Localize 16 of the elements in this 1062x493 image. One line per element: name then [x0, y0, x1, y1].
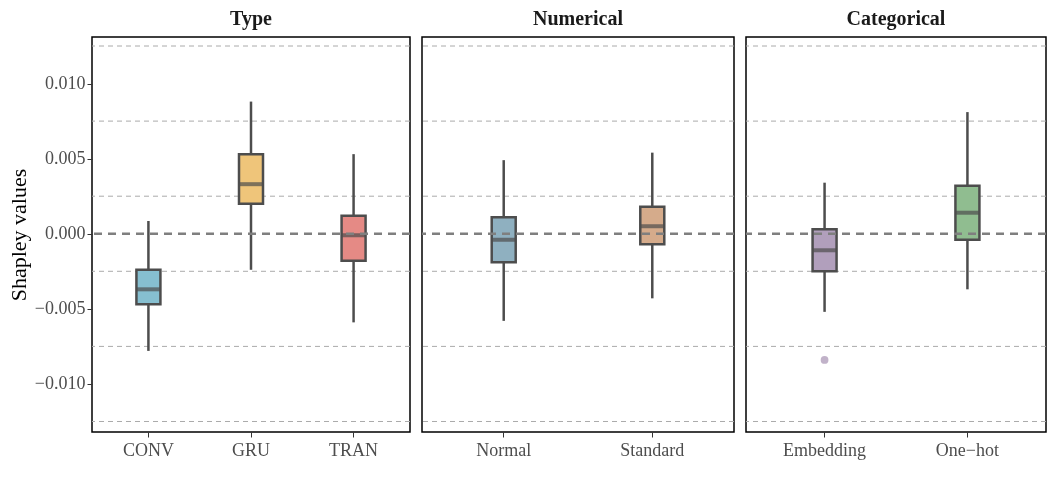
x-tick-label: TRAN [329, 439, 379, 460]
chart-title: Categorical [846, 7, 946, 30]
y-tick-label: 0.000 [45, 223, 86, 244]
x-tick-label: Normal [476, 439, 532, 460]
x-tick-label: GRU [231, 439, 271, 460]
y-tick-label: 0.010 [45, 73, 86, 94]
x-tick-label: CONV [122, 439, 174, 460]
x-tick-label: Standard [620, 439, 685, 460]
chart-title: Type [230, 7, 273, 30]
y-tick-label: −0.005 [34, 298, 86, 319]
x-tick-label: One−hot [935, 439, 999, 460]
y-tick-label: −0.010 [34, 373, 86, 394]
y-tick-label: 0.005 [45, 148, 86, 169]
y-axis-title: Shapley values [5, 168, 31, 302]
chart-title: Numerical [533, 7, 624, 29]
x-tick-label: Embedding [783, 439, 867, 460]
